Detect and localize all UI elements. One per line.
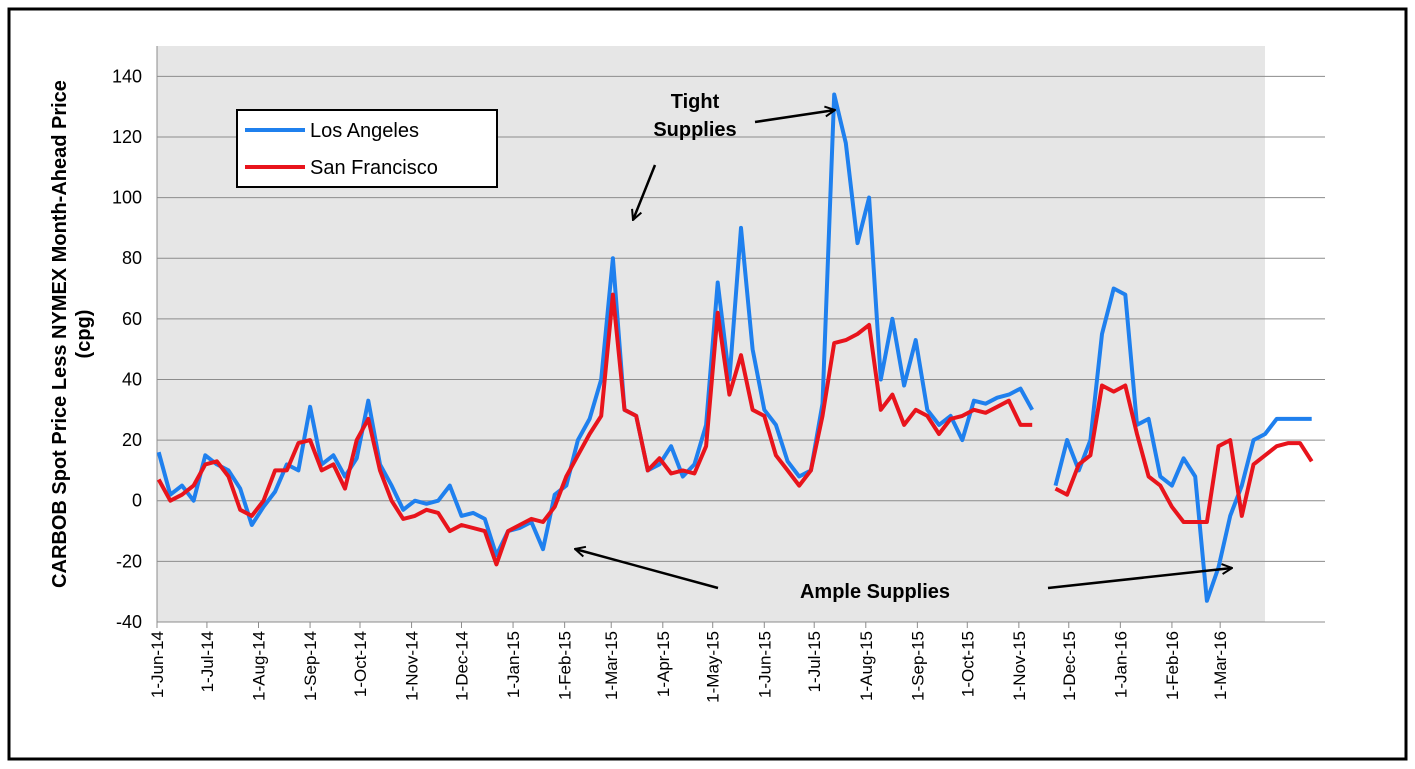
x-tick-label: 1-Aug-15	[857, 631, 876, 701]
y-tick-label: 120	[112, 127, 142, 147]
x-tick-label: 1-Jul-14	[198, 631, 217, 692]
legend-label: Los Angeles	[310, 120, 419, 142]
x-tick-label: 1-Aug-14	[249, 631, 268, 701]
x-tick-label: 1-Jul-15	[805, 631, 824, 692]
x-tick-label: 1-Apr-15	[654, 631, 673, 697]
x-tick-label: 1-Oct-15	[958, 631, 977, 697]
x-tick-label: 1-Jun-14	[148, 631, 167, 698]
arrow	[754, 110, 835, 124]
y-tick-label: -40	[116, 612, 142, 632]
x-tick-label: 1-Jan-15	[504, 631, 523, 698]
x-tick-label: 1-Jun-15	[755, 631, 774, 698]
y-tick-label: 140	[112, 66, 142, 86]
x-tick-label: 1-Mar-15	[602, 631, 621, 700]
x-tick-label: 1-Feb-16	[1163, 631, 1182, 700]
series-line	[156, 92, 1312, 603]
frame	[7, 7, 1408, 761]
y-tick-label: 80	[122, 248, 142, 268]
legend: Los Angeles San Francisco	[236, 109, 498, 188]
x-tick-label: 1-Nov-15	[1010, 631, 1029, 701]
x-tick-label: 1-Sep-14	[301, 631, 320, 701]
y-axis-title: CARBOB Spot Price Less NYMEX Month-Ahead…	[49, 80, 95, 588]
x-tick-label: 1-Jan-16	[1111, 631, 1130, 698]
x-tick-label: 1-Nov-14	[403, 631, 422, 701]
x-tick-label: 1-Dec-15	[1060, 631, 1079, 701]
y-tick-label: 60	[122, 309, 142, 329]
y-tick-label: -20	[116, 551, 142, 571]
y-tick-label: 0	[132, 491, 142, 511]
y-tick-label: 100	[112, 188, 142, 208]
annotation: Ample Supplies	[799, 581, 951, 603]
x-tick-label: 1-May-15	[704, 631, 723, 703]
annotation-arrows	[575, 110, 1232, 590]
y-tick-label: 40	[122, 369, 142, 389]
arrow	[633, 164, 657, 220]
series-line	[156, 292, 1314, 567]
y-tick-label: 20	[122, 430, 142, 450]
legend-label: San Francisco	[310, 157, 438, 179]
x-tick-label: 1-Oct-14	[351, 631, 370, 697]
x-tick-label: 1-Mar-16	[1211, 631, 1230, 700]
x-tick-label: 1-Dec-14	[452, 631, 471, 701]
arrow	[575, 549, 719, 590]
x-tick-label: 1-Sep-15	[908, 631, 927, 701]
annotation: Tight Supplies	[653, 91, 737, 141]
legend-box	[236, 109, 498, 188]
arrow	[1047, 568, 1232, 590]
x-tick-label: 1-Feb-15	[556, 631, 575, 700]
